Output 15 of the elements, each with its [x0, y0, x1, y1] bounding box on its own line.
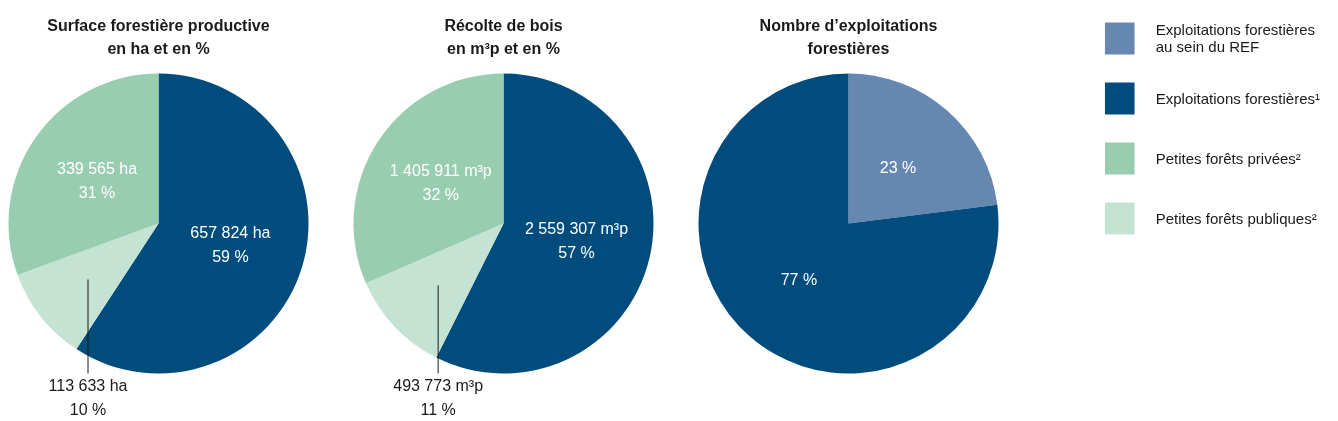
- data-label: 113 633 ha 10 %: [48, 377, 128, 418]
- data-label: 657 824 ha 59 %: [190, 224, 271, 266]
- data-label: 1 405 911 m³p 32 %: [389, 161, 492, 203]
- legend-label: Exploitations forestières¹: [1155, 89, 1320, 107]
- data-label: 339 565 ha 31 %: [57, 160, 138, 202]
- data-label: 23 %: [879, 158, 917, 176]
- chart-title: Récolte de bois en m³p et en %: [444, 17, 563, 57]
- legend-label: Petites forêts publiques²: [1155, 209, 1317, 227]
- data-label: 493 773 m³p 11 %: [393, 377, 484, 418]
- legend-label: Exploitations forestières au sein du REF: [1155, 21, 1315, 55]
- chart-title: Surface forestière productive en ha et en %: [47, 17, 270, 57]
- chart-title: Nombre d’exploitations forestières: [759, 17, 938, 57]
- data-label: 77 %: [780, 271, 818, 289]
- data-label: 2 559 307 m³p 57 %: [524, 220, 629, 262]
- legend-label: Petites forêts privées²: [1155, 149, 1301, 167]
